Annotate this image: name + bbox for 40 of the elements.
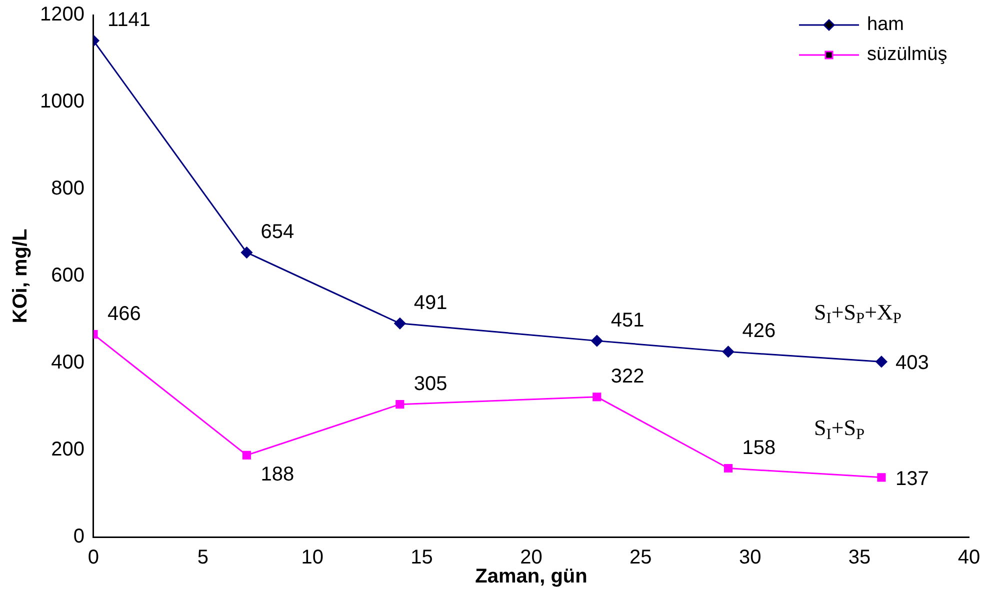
data-label: 322 xyxy=(610,365,644,388)
data-label: 654 xyxy=(260,221,294,244)
data-label: 1141 xyxy=(107,9,151,32)
data-label: 466 xyxy=(107,302,141,325)
data-label: 137 xyxy=(895,468,929,490)
y-tick-label: 1200 xyxy=(40,4,84,26)
x-tick-label: 30 xyxy=(739,546,762,569)
x-tick-label: 25 xyxy=(630,546,652,569)
x-tick-label: 10 xyxy=(301,546,324,569)
y-tick-label: 0 xyxy=(73,526,84,548)
data-label: 451 xyxy=(610,309,644,332)
x-tick-label: 0 xyxy=(88,546,100,569)
data-label: 426 xyxy=(742,320,776,342)
x-tick-label: 5 xyxy=(197,546,208,569)
legend-label: süzülmüş xyxy=(867,44,948,66)
y-axis-title: KOi, mg/L xyxy=(10,228,32,324)
x-tick-label: 35 xyxy=(848,546,871,569)
point xyxy=(724,464,733,473)
y-tick-label: 600 xyxy=(51,264,84,287)
point xyxy=(877,473,886,482)
y-tick-label: 400 xyxy=(51,352,84,374)
data-label: 158 xyxy=(742,436,776,459)
point xyxy=(591,335,603,347)
point xyxy=(394,318,406,330)
point xyxy=(722,346,734,358)
data-label: 491 xyxy=(414,292,448,314)
point xyxy=(396,400,404,409)
data-label: 403 xyxy=(895,352,929,374)
data-label: 305 xyxy=(414,372,448,395)
legend-label: ham xyxy=(867,14,904,36)
y-tick-label: 200 xyxy=(51,438,84,461)
point xyxy=(240,246,252,258)
data-label: 188 xyxy=(260,464,294,486)
y-tick-label: 1000 xyxy=(40,90,84,113)
point xyxy=(592,392,602,402)
point xyxy=(242,450,251,460)
x-tick-label: 40 xyxy=(958,546,980,569)
point xyxy=(876,356,888,368)
x-tick-label: 15 xyxy=(410,546,433,569)
y-tick-label: 800 xyxy=(51,178,84,200)
